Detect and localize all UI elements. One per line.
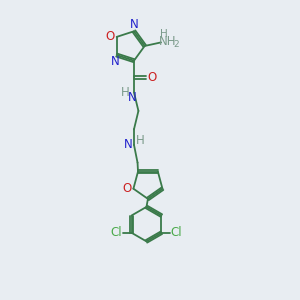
Text: H: H xyxy=(136,134,144,147)
Text: H: H xyxy=(121,86,130,99)
Text: Cl: Cl xyxy=(111,226,122,239)
Text: NH: NH xyxy=(159,35,176,48)
Text: Cl: Cl xyxy=(170,226,182,239)
Text: N: N xyxy=(128,91,137,104)
Text: 2: 2 xyxy=(173,40,179,49)
Text: N: N xyxy=(130,18,139,31)
Text: H: H xyxy=(160,29,168,39)
Text: O: O xyxy=(122,182,131,195)
Text: N: N xyxy=(111,55,120,68)
Text: N: N xyxy=(124,138,133,151)
Text: O: O xyxy=(106,30,115,44)
Text: O: O xyxy=(147,70,156,83)
